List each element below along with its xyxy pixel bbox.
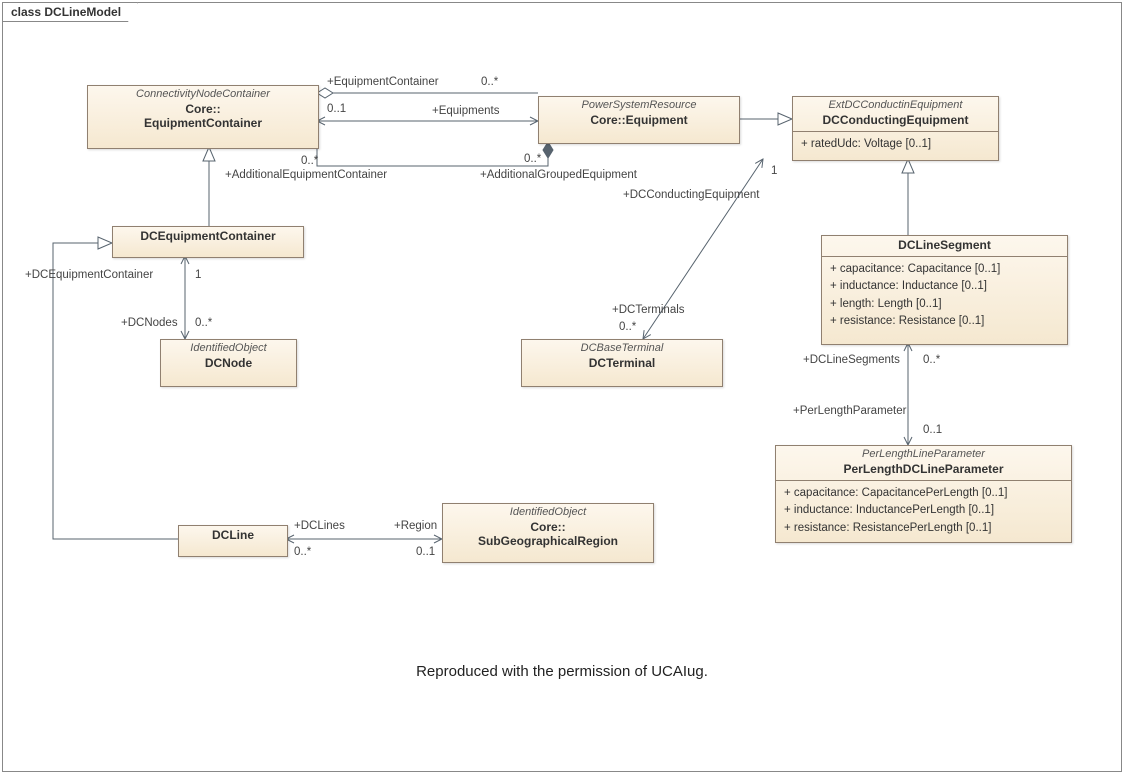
assoc-label: +AdditionalGroupedEquipment [480,169,637,181]
assoc-label: +Region [394,520,437,532]
assoc-label: 0..1 [327,103,346,115]
assoc-label: 1 [195,269,201,281]
attribute: + capacitance: CapacitancePerLength [0..… [784,485,1063,502]
class-dcCondEquip: ExtDCConductinEquipmentDCConductingEquip… [792,96,999,161]
assoc-label: +AdditionalEquipmentContainer [225,169,387,181]
class-title: DCEquipmentContainer [113,227,303,247]
stereotype: ConnectivityNodeContainer [88,86,318,100]
class-title: Core::SubGeographicalRegion [443,518,653,552]
stereotype: PerLengthLineParameter [776,446,1071,460]
attribute: + length: Length [0..1] [830,296,1059,313]
stereotype: PowerSystemResource [539,97,739,111]
class-dcNode: IdentifiedObjectDCNode [160,339,297,387]
assoc-label: 0..* [923,354,940,366]
class-coreEquipment: PowerSystemResourceCore::Equipment [538,96,740,144]
stereotype: ExtDCConductinEquipment [793,97,998,111]
class-title: Core::EquipmentContainer [88,100,318,134]
class-title: DCTerminal [522,354,722,374]
assoc-label: 0..1 [416,546,435,558]
attribute: + inductance: Inductance [0..1] [830,278,1059,295]
diagram-frame: class DCLineModel ConnectivityNodeCon [2,2,1122,772]
attribute: + resistance: Resistance [0..1] [830,313,1059,330]
assoc-label: +PerLengthParameter [793,405,906,417]
assoc-label: +Equipments [432,105,499,117]
class-perLengthParam: PerLengthLineParameterPerLengthDCLinePar… [775,445,1072,543]
assoc-label: +DCConductingEquipment [623,189,759,201]
class-subGeoRegion: IdentifiedObjectCore::SubGeographicalReg… [442,503,654,563]
class-dcLineSegment: DCLineSegment+ capacitance: Capacitance … [821,235,1068,345]
assoc-label: +EquipmentContainer [327,76,439,88]
class-title: DCNode [161,354,296,374]
attribute: + resistance: ResistancePerLength [0..1] [784,520,1063,537]
attribute: + inductance: InductancePerLength [0..1] [784,502,1063,519]
class-equipContainer: ConnectivityNodeContainerCore::Equipment… [87,85,319,149]
assoc-label: 0..* [195,317,212,329]
assoc-label: 1 [771,165,777,177]
attributes: + capacitance: Capacitance [0..1]+ induc… [822,257,1067,334]
stereotype: IdentifiedObject [161,340,296,354]
attributes: + ratedUdc: Voltage [0..1] [793,132,998,157]
class-dcLine: DCLine [178,525,288,557]
footer-text: Reproduced with the permission of UCAIug… [3,663,1121,680]
assoc-label: 0..* [294,546,311,558]
attribute: + ratedUdc: Voltage [0..1] [801,136,990,153]
edge [53,243,178,539]
class-dcEquipContainer: DCEquipmentContainer [112,226,304,258]
assoc-label: +DCEquipmentContainer [25,269,153,281]
frame-title: class DCLineModel [2,2,138,22]
attributes: + capacitance: CapacitancePerLength [0..… [776,481,1071,541]
assoc-label: +DCLines [294,520,345,532]
class-title: Core::Equipment [539,111,739,131]
class-title: DCLineSegment [822,236,1067,256]
attribute: + capacitance: Capacitance [0..1] [830,261,1059,278]
assoc-label: 0..* [524,153,541,165]
assoc-label: +DCNodes [121,317,178,329]
class-title: DCConductingEquipment [793,111,998,131]
class-title: PerLengthDCLineParameter [776,460,1071,480]
edge [317,142,548,166]
assoc-label: 0..* [301,155,318,167]
stereotype: DCBaseTerminal [522,340,722,354]
stereotype: IdentifiedObject [443,504,653,518]
class-dcTerminal: DCBaseTerminalDCTerminal [521,339,723,387]
assoc-label: +DCLineSegments [803,354,900,366]
class-title: DCLine [179,526,287,546]
assoc-label: 0..* [481,76,498,88]
assoc-label: 0..1 [923,424,942,436]
assoc-label: +DCTerminals [612,304,685,316]
assoc-label: 0..* [619,321,636,333]
